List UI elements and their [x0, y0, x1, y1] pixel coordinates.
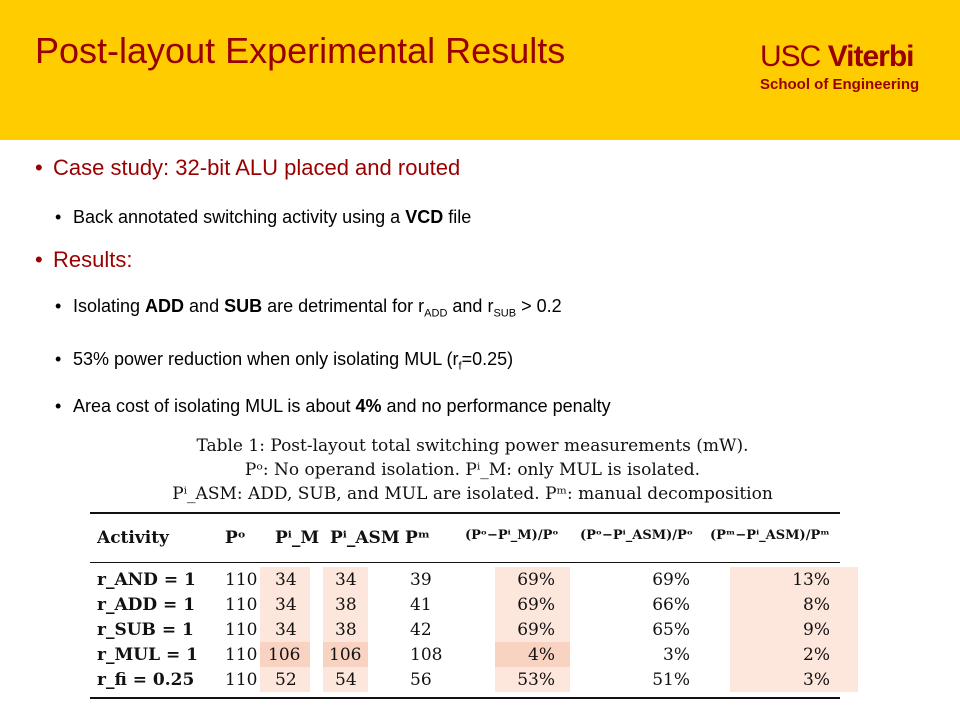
cell-po: 110 [225, 670, 258, 690]
bullet-results: • Results: [35, 247, 133, 272]
cell-ratio2: 51% [652, 670, 690, 690]
logo-school: School of Engineering [760, 76, 920, 93]
cell-ratio3: 8% [803, 595, 830, 615]
cell-po: 110 [225, 645, 258, 665]
header-po: Pᵒ [225, 528, 246, 548]
cell-ratio2: 65% [652, 620, 690, 640]
bullet-dot: • [55, 396, 62, 416]
bullet-dot: • [55, 296, 62, 316]
row-activity: r_MUL = 1 [97, 645, 198, 665]
table-caption-line3: Pⁱ_ASM: ADD, SUB, and MUL are isolated. … [172, 484, 773, 504]
results-table-figure: Table 1: Post-layout total switching pow… [85, 432, 860, 717]
highlight-mul-cell [323, 642, 368, 667]
cell-pasm: 38 [335, 620, 357, 640]
logo-usc: USC [760, 40, 821, 73]
cell-ratio1: 69% [517, 570, 555, 590]
header-pm: Pᵐ [405, 528, 431, 548]
header-ratio1: (Pᵒ−Pⁱ_M)/Pᵒ [465, 528, 559, 543]
row-activity: r_fi = 0.25 [97, 670, 195, 690]
logo-wordmark: USC Viterbi [760, 42, 940, 72]
cell-pm: 42 [410, 620, 432, 640]
cell-ratio2: 66% [652, 595, 690, 615]
cell-po: 110 [225, 595, 258, 615]
table-header-rule [90, 562, 840, 563]
bullet-dot: • [55, 207, 62, 227]
cell-ratio3: 9% [803, 620, 830, 640]
table-caption-line2: Pᵒ: No operand isolation. Pⁱ_M: only MUL… [244, 460, 701, 480]
highlight-ratio1-column [495, 567, 570, 692]
cell-pasm: 34 [335, 570, 357, 590]
bullet-dot: • [55, 349, 62, 369]
slide-title: Post-layout Experimental Results [35, 30, 566, 71]
row-activity: r_AND = 1 [97, 570, 196, 590]
cell-pasm: 106 [329, 645, 362, 665]
header-ratio3: (Pᵐ−Pⁱ_ASM)/Pᵐ [710, 528, 830, 543]
bullet-back-annotated: • Back annotated switching activity using… [55, 207, 472, 227]
cell-ratio2: 69% [652, 570, 690, 590]
table-caption-line1: Table 1: Post-layout total switching pow… [196, 436, 749, 456]
table-bottom-rule [90, 697, 840, 699]
cell-ratio1: 69% [517, 620, 555, 640]
cell-ratio2: 3% [663, 645, 690, 665]
cell-ratio3: 13% [792, 570, 830, 590]
bullet-case-study: • Case study: 32-bit ALU placed and route… [35, 155, 461, 180]
cell-po: 110 [225, 620, 258, 640]
logo-viterbi: Viterbi [827, 40, 915, 73]
cell-ratio3: 2% [803, 645, 830, 665]
cell-pm: 56 [410, 670, 432, 690]
cell-pasm: 54 [335, 670, 357, 690]
usc-viterbi-logo: USC Viterbi School of Engineering [760, 42, 940, 112]
header-pasm: Pⁱ_ASM [330, 528, 400, 548]
highlight-pasm-column [323, 567, 368, 692]
cell-po: 110 [225, 570, 258, 590]
cell-pasm: 38 [335, 595, 357, 615]
bullet-power-reduction: • 53% power reduction when only isolating… [55, 349, 514, 373]
header-activity: Activity [97, 528, 169, 548]
highlight-ratio3-column [730, 567, 858, 692]
cell-pm: 108 [410, 645, 443, 665]
cell-pim: 34 [275, 620, 297, 640]
cell-pim: 52 [275, 670, 297, 690]
header-band: Post-layout Experimental Results USC Vit… [0, 0, 960, 140]
header-pim: Pⁱ_M [275, 528, 320, 548]
cell-pim: 34 [275, 570, 297, 590]
cell-ratio1: 53% [517, 670, 555, 690]
row-activity: r_ADD = 1 [97, 595, 196, 615]
bullet-isolating: • Isolating ADD and SUB are detrimental f… [55, 296, 562, 320]
cell-pim: 106 [268, 645, 301, 665]
cell-pm: 39 [410, 570, 432, 590]
highlight-mul-cell [260, 642, 310, 667]
row-activity: r_SUB = 1 [97, 620, 194, 640]
highlight-pim-column [260, 567, 310, 692]
highlight-mul-cell [495, 642, 570, 667]
bullet-dot: • [35, 155, 43, 180]
cell-pm: 41 [410, 595, 432, 615]
header-ratio2: (Pᵒ−Pⁱ_ASM)/Pᵒ [580, 528, 693, 543]
table-top-rule [90, 512, 840, 514]
cell-ratio1: 4% [528, 645, 555, 665]
bullet-area-cost: • Area cost of isolating MUL is about 4% … [55, 396, 611, 416]
cell-ratio3: 3% [803, 670, 830, 690]
bullet-dot: • [35, 247, 43, 272]
cell-pim: 34 [275, 595, 297, 615]
cell-ratio1: 69% [517, 595, 555, 615]
